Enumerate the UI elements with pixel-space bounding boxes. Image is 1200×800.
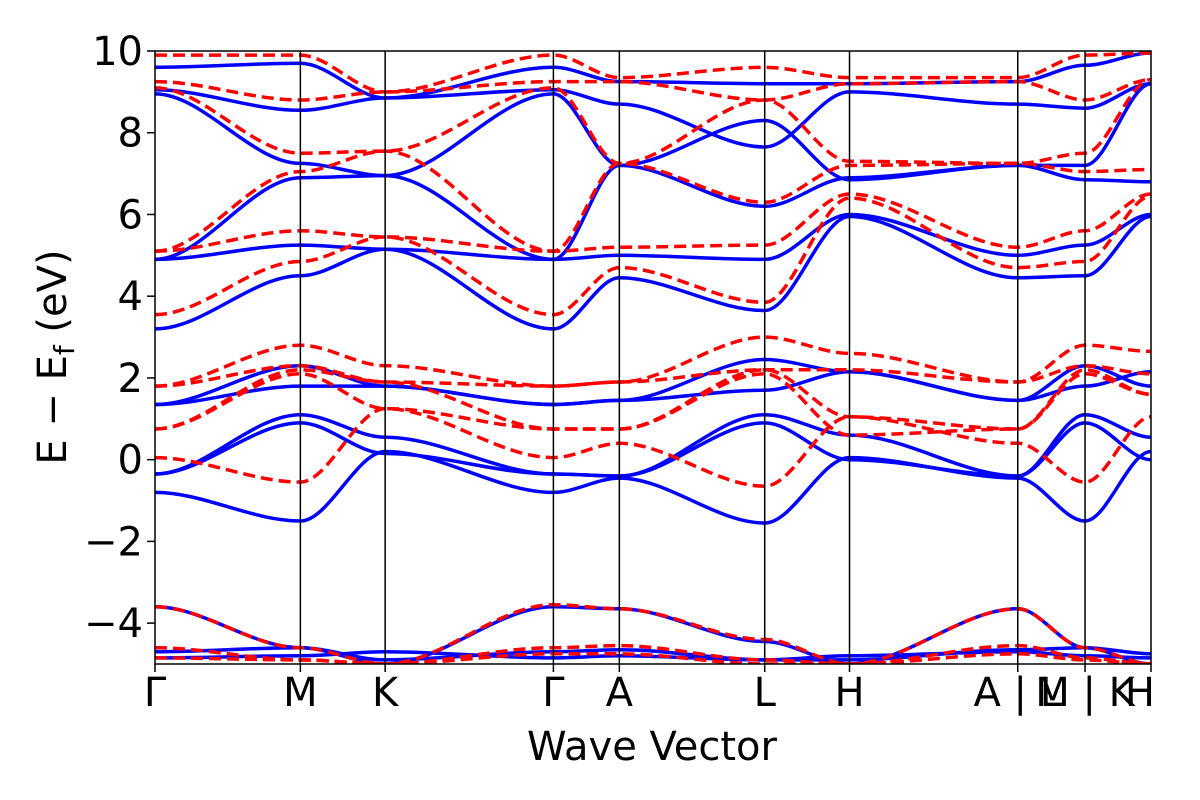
y-tick-label: 6 xyxy=(118,192,143,238)
red-dashed-band-1 xyxy=(155,652,1151,664)
x-tick-label: A | L xyxy=(973,670,1062,716)
x-tick-label: M xyxy=(283,670,318,716)
blue-band-14 xyxy=(155,51,1151,100)
y-tick-label: −4 xyxy=(84,601,143,647)
plot-area xyxy=(154,50,1152,665)
blue-band-9 xyxy=(155,214,1151,331)
y-tick-label: 2 xyxy=(118,356,143,402)
y-tick-label: 8 xyxy=(118,111,143,157)
plot-frame xyxy=(154,50,1152,665)
red-dashed-band-3 xyxy=(155,602,1151,664)
red-dashed-band-4 xyxy=(155,406,1151,488)
y-tick-label: 10 xyxy=(92,29,143,75)
blue-band-6 xyxy=(155,412,1151,478)
y-axis-label-main: E − E xyxy=(30,355,76,465)
x-tick-label: Γ xyxy=(542,670,565,716)
red-dashed-band-2 xyxy=(155,643,1151,664)
x-tick-label: A xyxy=(606,670,634,716)
x-tick-label: Γ xyxy=(144,670,167,716)
y-axis-label: E − Ef (eV) xyxy=(30,249,81,464)
y-axis-label-subscript: f xyxy=(48,344,81,355)
x-tick-label: M | K xyxy=(1035,670,1136,716)
blue-band-10 xyxy=(155,212,1151,262)
y-axis-ticks: −4 −2 0 2 4 6 8 10 xyxy=(84,29,155,647)
red-dashed-band-7 xyxy=(155,363,1151,388)
red-dashed-band-9 xyxy=(155,194,1151,317)
x-tick-label: L xyxy=(754,670,777,716)
high-symmetry-lines xyxy=(299,51,1086,664)
red-dashed-band-13 xyxy=(155,77,1151,102)
red-dashed-band-6 xyxy=(155,368,1151,431)
x-tick-label: H xyxy=(834,670,864,716)
x-tick-label: K xyxy=(372,670,400,716)
x-axis-label: Wave Vector xyxy=(527,724,778,770)
red-dashed-band-14 xyxy=(155,51,1151,94)
y-axis-label-unit: (eV) xyxy=(30,249,76,345)
y-tick-label: 4 xyxy=(118,274,143,320)
x-tick-label: H xyxy=(1125,670,1155,716)
blue-band-12 xyxy=(155,81,1151,182)
y-tick-label: 0 xyxy=(118,438,143,484)
y-tick-label: −2 xyxy=(84,519,143,565)
red-dashed-band-8 xyxy=(155,335,1151,388)
red-dashed-band-12 xyxy=(155,77,1151,166)
blue-band-13 xyxy=(155,81,1151,149)
bands xyxy=(155,51,1151,664)
red-dashed-band-11 xyxy=(155,149,1151,253)
blue-band-4 xyxy=(155,449,1151,525)
red-dashed-band-10 xyxy=(155,192,1151,253)
